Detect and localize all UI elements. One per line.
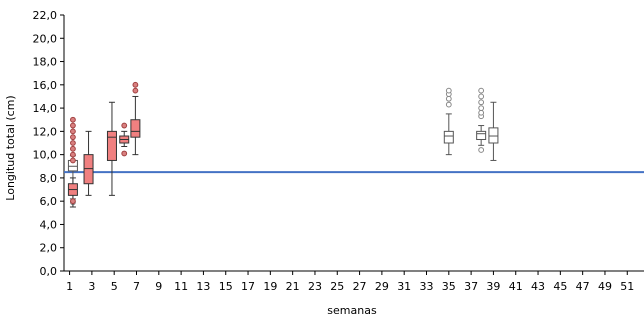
x-tick-label: 41 — [509, 280, 523, 293]
outlier-point — [71, 129, 76, 134]
outlier-point — [479, 88, 484, 93]
x-tick-label: 11 — [174, 280, 188, 293]
box-body — [84, 155, 93, 184]
outlier-point — [133, 82, 138, 87]
outlier-point — [446, 88, 451, 93]
outlier-point — [71, 158, 76, 163]
x-tick-label: 49 — [598, 280, 612, 293]
outlier-point — [479, 110, 484, 115]
x-tick-label: 51 — [620, 280, 634, 293]
y-tick-label: 18,0 — [33, 56, 58, 69]
outlier-point — [71, 117, 76, 122]
y-tick-label: 16,0 — [33, 79, 58, 92]
y-tick-label: 12,0 — [33, 125, 58, 138]
x-tick-label: 45 — [553, 280, 567, 293]
outlier-point — [479, 100, 484, 105]
box — [131, 82, 140, 154]
outlier-point — [479, 94, 484, 99]
y-tick-label: 8,0 — [40, 172, 58, 185]
x-tick-label: 43 — [531, 280, 545, 293]
x-tick-label: 29 — [375, 280, 389, 293]
outlier-point — [71, 135, 76, 140]
outlier-point — [479, 148, 484, 153]
outlier-point — [133, 88, 138, 93]
x-tick-label: 33 — [420, 280, 434, 293]
outlier-point — [122, 151, 127, 156]
y-tick-label: 6,0 — [40, 195, 58, 208]
x-tick-label: 37 — [464, 280, 478, 293]
x-tick-label: 25 — [330, 280, 344, 293]
x-tick-label: 35 — [442, 280, 456, 293]
boxes-layer — [68, 82, 498, 207]
outlier-point — [71, 199, 76, 204]
box-body — [489, 128, 498, 143]
y-tick-label: 2,0 — [40, 242, 58, 255]
x-tick-label: 27 — [353, 280, 367, 293]
x-tick-label: 9 — [155, 280, 162, 293]
box — [477, 88, 486, 152]
box-body — [444, 131, 453, 143]
x-tick-label: 5 — [111, 280, 118, 293]
y-tick-label: 0,0 — [40, 265, 58, 278]
y-tick-label: 14,0 — [33, 102, 58, 115]
x-tick-label: 13 — [196, 280, 210, 293]
y-tick-label: 22,0 — [33, 9, 58, 22]
x-tick-label: 23 — [308, 280, 322, 293]
x-tick-label: 39 — [486, 280, 500, 293]
box — [489, 102, 498, 160]
y-tick-label: 20,0 — [33, 32, 58, 45]
y-tick-label: 10,0 — [33, 149, 58, 162]
box — [84, 131, 93, 195]
box-body — [131, 120, 140, 137]
outlier-point — [479, 106, 484, 111]
x-tick-label: 21 — [286, 280, 300, 293]
x-tick-label: 3 — [88, 280, 95, 293]
y-axis-label: Longitud total (cm) — [4, 95, 17, 200]
box-body — [107, 131, 116, 160]
box — [444, 88, 453, 154]
x-axis-label: semanas — [327, 304, 377, 317]
outlier-point — [71, 123, 76, 128]
outlier-point — [446, 102, 451, 107]
x-tick-label: 31 — [397, 280, 411, 293]
x-tick-label: 19 — [263, 280, 277, 293]
outlier-point — [122, 123, 127, 128]
x-tick-label: 15 — [219, 280, 233, 293]
outlier-point — [71, 146, 76, 151]
x-tick-label: 17 — [241, 280, 255, 293]
outlier-point — [71, 152, 76, 157]
x-tick-label: 7 — [133, 280, 140, 293]
box-body — [477, 131, 486, 139]
box — [120, 123, 129, 156]
y-tick-label: 4,0 — [40, 218, 58, 231]
x-tick-label: 1 — [66, 280, 73, 293]
x-tick-label: 47 — [576, 280, 590, 293]
outlier-point — [71, 141, 76, 146]
outlier-point — [446, 96, 451, 101]
box — [107, 102, 116, 195]
